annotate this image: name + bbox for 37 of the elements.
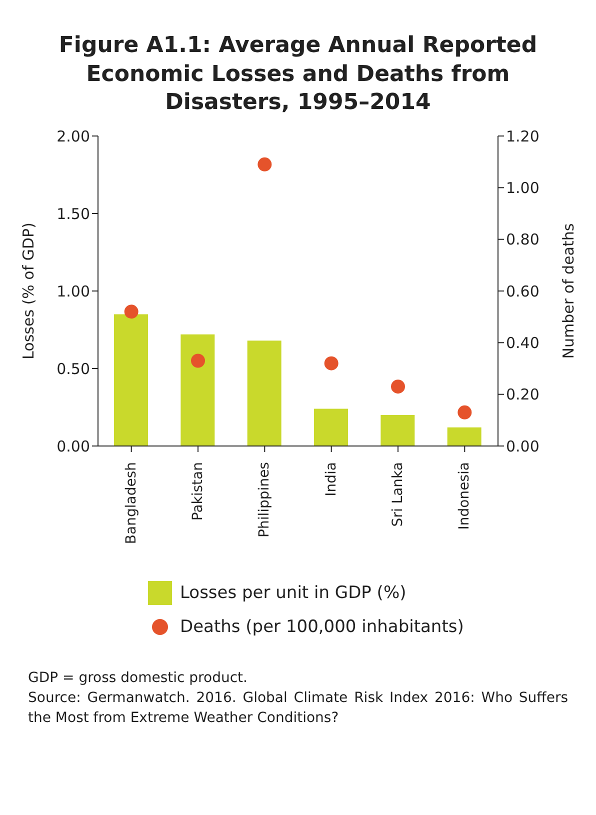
- point: [324, 356, 338, 370]
- y2-tick-label: 0.40: [506, 334, 540, 352]
- point: [391, 379, 405, 394]
- y2-tick-label: 1.00: [506, 178, 540, 197]
- legend-label: Deaths (per 100,000 inhabitants): [180, 616, 464, 637]
- y2-tick-label: 0.20: [506, 385, 540, 404]
- x-tick-label: India: [323, 462, 340, 496]
- y-tick-label: 2.00: [56, 127, 90, 146]
- x-tick-label: Bangladesh: [123, 462, 140, 544]
- x-tick-label: Philippines: [256, 462, 273, 538]
- bar: [247, 340, 282, 446]
- point: [191, 354, 205, 368]
- y-tick-label: 1.00: [56, 282, 90, 300]
- y2-axis-title: Number of deaths: [559, 222, 578, 358]
- legend-label: Losses per unit in GDP (%): [180, 582, 406, 603]
- y-tick-label: 0.00: [56, 437, 90, 456]
- y2-tick-label: 0.60: [506, 282, 540, 300]
- y-tick-label: 1.50: [56, 204, 90, 223]
- bar: [314, 408, 348, 446]
- bar: [114, 314, 148, 446]
- point: [258, 157, 272, 172]
- source-note: Source: Germanwatch. 2016. Global Climate Risk Index 2016: Who Suffers the Most from Extreme Weather Conditions?: [28, 689, 568, 728]
- y-tick-label: 0.50: [56, 360, 90, 378]
- bar: [380, 414, 415, 446]
- x-tick-label: Indonesia: [456, 462, 473, 530]
- y2-tick-label: 0.00: [506, 437, 540, 456]
- y-axis-title: Losses (% of GDP): [19, 222, 38, 360]
- bar: [447, 427, 482, 446]
- text: GDP = gross domestic product.: [28, 668, 248, 688]
- x-tick-label: Pakistan: [190, 462, 206, 520]
- point: [458, 405, 472, 420]
- chart-title: Figure A1.1: Average Annual Reported Economic Losses and Deaths from Disasters, 1995–2014: [58, 32, 538, 118]
- bar: [180, 334, 215, 446]
- x-tick-label: Sri Lanka: [390, 462, 406, 526]
- point: [124, 304, 138, 318]
- y2-tick-label: 1.20: [506, 127, 540, 146]
- y2-tick-label: 0.80: [506, 230, 540, 248]
